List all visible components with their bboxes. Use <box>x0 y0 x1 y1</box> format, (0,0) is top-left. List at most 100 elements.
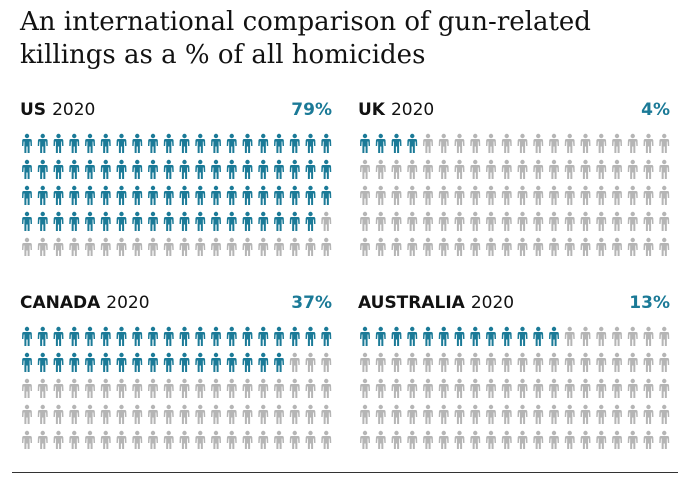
person-icon <box>321 211 332 231</box>
person-icon <box>195 237 206 256</box>
year-label: 2020 <box>52 100 96 120</box>
person-icon <box>564 133 575 153</box>
person-icon <box>454 378 465 398</box>
panel-header: CANADA 2020 37% <box>20 293 332 317</box>
person-icon <box>643 237 654 256</box>
person-icon <box>438 352 449 372</box>
person-icon <box>596 430 607 449</box>
person-icon <box>501 133 512 153</box>
person-icon <box>454 185 465 205</box>
person-icon-highlighted <box>242 133 253 153</box>
person-icon <box>438 185 449 205</box>
person-icon <box>148 430 158 449</box>
person-icon-highlighted <box>22 211 32 231</box>
person-icon-highlighted <box>37 211 48 231</box>
person-icon <box>580 185 591 205</box>
person-icon <box>564 237 575 256</box>
person-icon <box>375 378 386 398</box>
person-icon-highlighted <box>100 211 111 231</box>
person-icon-highlighted <box>22 326 32 346</box>
person-icon <box>274 237 284 256</box>
person-icon <box>549 404 559 424</box>
person-icon <box>211 404 221 424</box>
country-label: US <box>20 100 47 120</box>
person-icon <box>438 237 449 256</box>
person-icon-highlighted <box>274 133 284 153</box>
person-icon <box>407 378 418 398</box>
panel-us: US 2020 79% <box>20 100 332 270</box>
person-icon <box>132 237 143 256</box>
person-icon <box>305 404 316 424</box>
person-icon-highlighted <box>37 133 48 153</box>
person-icon <box>612 133 622 153</box>
person-icon-highlighted <box>321 185 332 205</box>
person-icon-highlighted <box>226 159 237 179</box>
person-icon-highlighted <box>391 326 402 346</box>
person-icon <box>549 133 559 153</box>
year-label: 2020 <box>390 100 435 120</box>
person-icon <box>612 159 622 179</box>
person-icon <box>533 237 544 256</box>
person-icon <box>533 133 544 153</box>
person-icon <box>596 404 607 424</box>
person-icon <box>643 404 654 424</box>
person-icon <box>438 211 449 231</box>
person-icon-highlighted <box>69 352 80 372</box>
person-icon-highlighted <box>148 133 158 153</box>
person-icon-highlighted <box>37 326 48 346</box>
pictogram-grid <box>22 133 332 256</box>
person-icon <box>132 430 143 449</box>
pictogram-grid <box>22 326 332 449</box>
person-icon <box>533 159 544 179</box>
person-icon <box>148 237 158 256</box>
person-icon <box>627 404 638 424</box>
person-icon <box>407 352 418 372</box>
person-icon <box>438 378 449 398</box>
person-icon <box>549 378 559 398</box>
person-icon-highlighted <box>179 326 190 346</box>
person-icon <box>438 159 449 179</box>
person-icon <box>163 378 174 398</box>
person-icon <box>69 430 80 449</box>
person-icon-highlighted <box>501 326 512 346</box>
person-icon <box>564 185 575 205</box>
person-icon-highlighted <box>274 185 284 205</box>
person-icon-highlighted <box>289 211 300 231</box>
person-icon <box>612 237 622 256</box>
person-icon <box>85 237 95 256</box>
person-icon-highlighted <box>132 352 143 372</box>
person-icon-highlighted <box>486 326 496 346</box>
person-icon <box>258 404 269 424</box>
person-icon <box>486 133 496 153</box>
person-icon <box>274 430 284 449</box>
person-icon-highlighted <box>163 133 174 153</box>
person-icon-highlighted <box>116 133 127 153</box>
person-icon <box>643 211 654 231</box>
person-icon <box>549 237 559 256</box>
person-icon-highlighted <box>116 159 127 179</box>
person-icon-highlighted <box>100 326 111 346</box>
person-icon <box>53 378 64 398</box>
person-icon <box>533 352 544 372</box>
person-icon <box>659 237 670 256</box>
person-icon <box>321 237 332 256</box>
person-icon <box>533 404 544 424</box>
panel-uk: UK 2020 4% <box>358 100 670 270</box>
panel-australia: AUSTRALIA 2020 13% <box>358 293 670 463</box>
person-icon <box>289 378 300 398</box>
person-icon-highlighted <box>305 211 316 231</box>
person-icon <box>289 404 300 424</box>
person-icon <box>596 185 607 205</box>
person-icon <box>211 378 221 398</box>
person-icon <box>407 211 418 231</box>
person-icon <box>132 378 143 398</box>
bottom-rule <box>12 472 678 473</box>
person-icon <box>486 185 496 205</box>
person-icon <box>438 133 449 153</box>
person-icon-highlighted <box>438 326 449 346</box>
person-icon-highlighted <box>148 185 158 205</box>
person-icon <box>438 430 449 449</box>
country-label: AUSTRALIA <box>358 293 465 313</box>
person-icon <box>375 237 386 256</box>
person-icon <box>407 185 418 205</box>
